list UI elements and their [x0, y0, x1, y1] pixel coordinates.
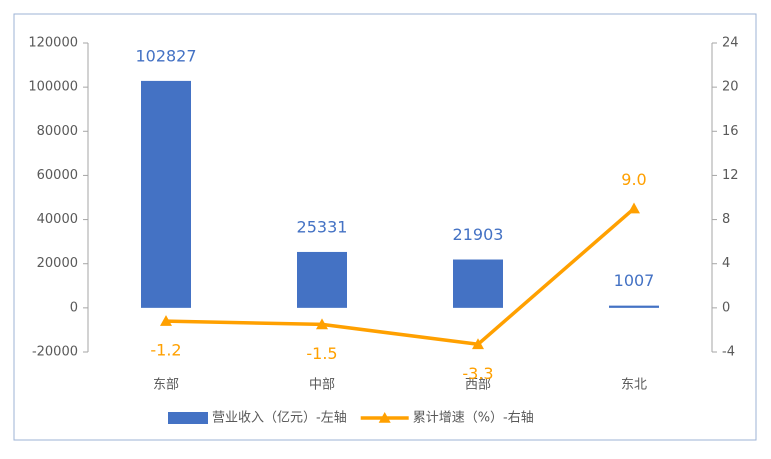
y2-tick-label: 12	[722, 168, 739, 183]
x-tick-label: 西部	[465, 378, 491, 393]
x-tick-label: 东北	[621, 378, 647, 393]
x-tick-label: 东部	[153, 378, 179, 393]
bar	[297, 251, 347, 308]
y-tick-label: 0	[70, 300, 78, 315]
line	[165, 207, 636, 347]
bar-value-label: 21903	[453, 225, 504, 244]
y-tick-label: 60000	[37, 168, 78, 183]
y2-tick-label: 4	[722, 256, 730, 271]
y-tick-label: -20000	[32, 345, 78, 360]
bar	[453, 259, 503, 308]
bar-value-label: 1007	[614, 271, 655, 290]
line-marker	[316, 318, 328, 330]
line-value-label: -1.5	[306, 344, 337, 363]
y2-tick-label: 16	[722, 124, 739, 139]
y2-tick-label: 24	[722, 36, 739, 51]
bar	[141, 80, 191, 308]
y-tick-label: 100000	[28, 80, 78, 95]
legend-swatch	[168, 412, 208, 424]
line-marker	[628, 202, 640, 214]
chart-frame	[13, 13, 757, 441]
y-tick-label: 40000	[37, 212, 78, 227]
line-value-label: -1.2	[150, 341, 181, 360]
line-value-label: 9.0	[621, 170, 646, 189]
y2-tick-label: 0	[722, 300, 730, 315]
x-tick-label: 中部	[309, 378, 335, 393]
y2-tick-label: -4	[722, 345, 735, 360]
y2-tick-label: 8	[722, 212, 730, 227]
line-marker	[472, 338, 484, 350]
y2-tick-label: 20	[722, 80, 739, 95]
line-value-label: -3.3	[462, 364, 493, 383]
bar-value-label: 102827	[135, 46, 196, 65]
y-tick-label: 120000	[28, 36, 78, 51]
y-tick-label: 80000	[37, 124, 78, 139]
bar	[609, 305, 659, 308]
line-marker	[160, 315, 172, 326]
legend-marker	[378, 412, 391, 423]
y-tick-label: 20000	[37, 256, 78, 271]
legend-label: 累计增速（%）-右轴	[413, 411, 534, 426]
legend-label: 营业收入（亿元）-左轴	[212, 411, 347, 426]
bar-value-label: 25331	[297, 217, 348, 236]
